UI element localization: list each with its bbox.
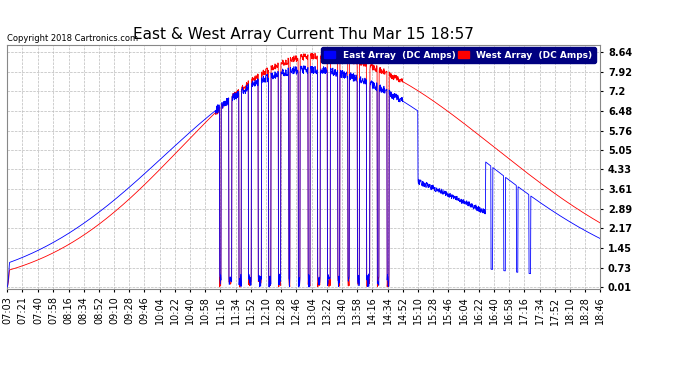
Title: East & West Array Current Thu Mar 15 18:57: East & West Array Current Thu Mar 15 18:… xyxy=(133,27,474,42)
Legend: East Array  (DC Amps), West Array  (DC Amps): East Array (DC Amps), West Array (DC Amp… xyxy=(321,47,595,63)
Text: Copyright 2018 Cartronics.com: Copyright 2018 Cartronics.com xyxy=(7,34,138,43)
